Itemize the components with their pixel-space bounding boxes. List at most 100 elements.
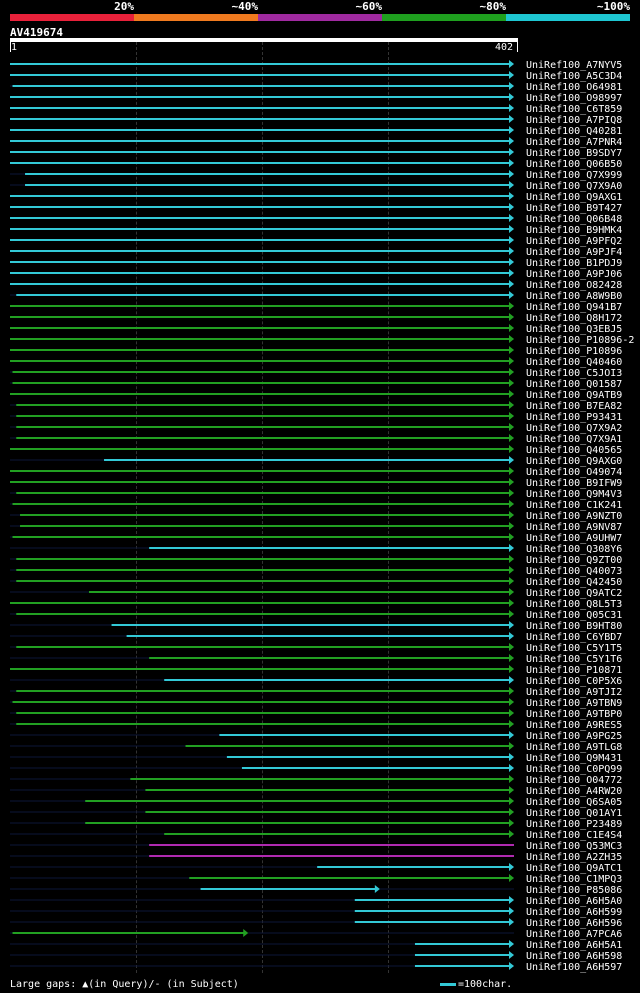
hit-label: UniRef100_Q3EBJ5 bbox=[526, 324, 622, 335]
hit-row[interactable]: UniRef100_Q06B48 bbox=[10, 214, 622, 225]
hit-row[interactable]: UniRef100_C0PQ99 bbox=[10, 764, 622, 775]
hit-row[interactable]: UniRef100_A9NZT0 bbox=[10, 511, 622, 522]
hit-row[interactable]: UniRef100_C6T859 bbox=[10, 104, 622, 115]
hit-row[interactable]: UniRef100_A6H5A0 bbox=[10, 896, 622, 907]
hit-row[interactable]: UniRef100_P85086 bbox=[10, 885, 622, 896]
hit-row[interactable]: UniRef100_C1MPQ3 bbox=[10, 874, 622, 885]
hit-row[interactable]: UniRef100_B1PDJ9 bbox=[10, 258, 622, 269]
hit-row[interactable]: UniRef100_C1K241 bbox=[10, 500, 622, 511]
hit-row[interactable]: UniRef100_B7EA82 bbox=[10, 401, 622, 412]
hit-row[interactable]: UniRef100_C0P5X6 bbox=[10, 676, 622, 687]
hit-row[interactable]: UniRef100_O49074 bbox=[10, 467, 622, 478]
hit-row[interactable]: UniRef100_Q01587 bbox=[10, 379, 622, 390]
hit-row[interactable]: UniRef100_A9RES5 bbox=[10, 720, 622, 731]
hit-row[interactable]: UniRef100_Q40565 bbox=[10, 445, 622, 456]
hit-row[interactable]: UniRef100_A9TBN9 bbox=[10, 698, 622, 709]
hit-row[interactable]: UniRef100_B9HMK4 bbox=[10, 225, 622, 236]
hit-row[interactable]: UniRef100_Q9M431 bbox=[10, 753, 622, 764]
hit-arrowhead bbox=[509, 115, 514, 123]
hit-label: UniRef100_A9TBP0 bbox=[526, 709, 622, 720]
hit-arrowhead bbox=[509, 940, 514, 948]
hit-row[interactable]: UniRef100_P10896-2 bbox=[10, 335, 634, 346]
hit-row[interactable]: UniRef100_B9SDY7 bbox=[10, 148, 622, 159]
hit-row[interactable]: UniRef100_Q7X9A1 bbox=[10, 434, 622, 445]
hit-row[interactable]: UniRef100_A7NYV5 bbox=[10, 60, 622, 71]
hit-row[interactable]: UniRef100_B9IFW9 bbox=[10, 478, 622, 489]
identity-band-40 bbox=[134, 14, 258, 21]
hit-row[interactable]: UniRef100_O82428 bbox=[10, 280, 622, 291]
hit-row[interactable]: UniRef100_Q9AXG1 bbox=[10, 192, 622, 203]
hit-row[interactable]: UniRef100_Q53MC3 bbox=[10, 841, 622, 852]
hit-row[interactable]: UniRef100_Q9AXG0 bbox=[10, 456, 622, 467]
hit-row[interactable]: UniRef100_A9PG25 bbox=[10, 731, 622, 742]
hit-row[interactable]: UniRef100_C5JOI3 bbox=[10, 368, 622, 379]
hit-row[interactable]: UniRef100_O64981 bbox=[10, 82, 622, 93]
hit-row[interactable]: UniRef100_Q7X9A2 bbox=[10, 423, 622, 434]
hit-row[interactable]: UniRef100_A9NV87 bbox=[10, 522, 622, 533]
hit-row[interactable]: UniRef100_A6H597 bbox=[10, 962, 622, 973]
hit-row[interactable]: UniRef100_A6H596 bbox=[10, 918, 622, 929]
hit-label: UniRef100_Q8H172 bbox=[526, 313, 622, 324]
hit-arrowhead bbox=[509, 126, 514, 134]
hit-row[interactable]: UniRef100_A7PCA6 bbox=[10, 929, 622, 940]
hit-row[interactable]: UniRef100_A4RW20 bbox=[10, 786, 622, 797]
hit-row[interactable]: UniRef100_A2ZH35 bbox=[10, 852, 622, 863]
hit-row[interactable]: UniRef100_Q941B7 bbox=[10, 302, 622, 313]
hit-label: UniRef100_A9RES5 bbox=[526, 720, 622, 731]
hit-row[interactable]: UniRef100_Q01AY1 bbox=[10, 808, 622, 819]
hit-arrowhead bbox=[509, 588, 514, 596]
hit-row[interactable]: UniRef100_P93431 bbox=[10, 412, 622, 423]
hit-arrowhead bbox=[509, 764, 514, 772]
hit-row[interactable]: UniRef100_B9HT80 bbox=[10, 621, 622, 632]
hit-row[interactable]: UniRef100_A9PFQ2 bbox=[10, 236, 622, 247]
hit-row[interactable]: UniRef100_Q9ATC2 bbox=[10, 588, 622, 599]
hit-row[interactable]: UniRef100_Q9ATB9 bbox=[10, 390, 622, 401]
hit-row[interactable]: UniRef100_A7PIQ8 bbox=[10, 115, 622, 126]
hit-row[interactable]: UniRef100_C5Y1T6 bbox=[10, 654, 622, 665]
hit-row[interactable]: UniRef100_A6H598 bbox=[10, 951, 622, 962]
hit-row[interactable]: UniRef100_C5Y1T5 bbox=[10, 643, 622, 654]
hit-row[interactable]: UniRef100_Q7X9A0 bbox=[10, 181, 622, 192]
hit-row[interactable]: UniRef100_Q7X999 bbox=[10, 170, 622, 181]
hit-row[interactable]: UniRef100_C6YBD7 bbox=[10, 632, 622, 643]
hit-arrowhead bbox=[509, 368, 514, 376]
hit-row[interactable]: UniRef100_A6H599 bbox=[10, 907, 622, 918]
hit-row[interactable]: UniRef100_A9TBP0 bbox=[10, 709, 622, 720]
hit-row[interactable]: UniRef100_Q6SA05 bbox=[10, 797, 622, 808]
hit-row[interactable]: UniRef100_Q8H172 bbox=[10, 313, 622, 324]
hit-row[interactable]: UniRef100_Q40281 bbox=[10, 126, 622, 137]
hit-label: UniRef100_Q42450 bbox=[526, 577, 622, 588]
hit-row[interactable]: UniRef100_A6H5A1 bbox=[10, 940, 622, 951]
hit-arrowhead bbox=[509, 280, 514, 288]
hit-row[interactable]: UniRef100_B9T427 bbox=[10, 203, 622, 214]
query-end: 402 bbox=[495, 42, 514, 53]
hit-row[interactable]: UniRef100_Q05C31 bbox=[10, 610, 622, 621]
hit-row[interactable]: UniRef100_Q40073 bbox=[10, 566, 622, 577]
hit-row[interactable]: UniRef100_P10896 bbox=[10, 346, 622, 357]
hit-row[interactable]: UniRef100_Q8L5T3 bbox=[10, 599, 622, 610]
hit-row[interactable]: UniRef100_Q3EBJ5 bbox=[10, 324, 622, 335]
hit-row[interactable]: UniRef100_A9PJF4 bbox=[10, 247, 622, 258]
hit-label: UniRef100_P93431 bbox=[526, 412, 622, 423]
hit-row[interactable]: UniRef100_A9TLG8 bbox=[10, 742, 622, 753]
hit-row[interactable]: UniRef100_C1E4S4 bbox=[10, 830, 622, 841]
hit-row[interactable]: UniRef100_Q9ZT00 bbox=[10, 555, 622, 566]
hit-row[interactable]: UniRef100_A5C3D4 bbox=[10, 71, 622, 82]
hit-row[interactable]: UniRef100_A7PNR4 bbox=[10, 137, 622, 148]
hit-row[interactable]: UniRef100_Q06B50 bbox=[10, 159, 622, 170]
hit-row[interactable]: UniRef100_P23489 bbox=[10, 819, 622, 830]
hit-row[interactable]: UniRef100_Q9M4V3 bbox=[10, 489, 622, 500]
hit-row[interactable]: UniRef100_Q308Y6 bbox=[10, 544, 622, 555]
hit-row[interactable]: UniRef100_O98997 bbox=[10, 93, 622, 104]
hit-row[interactable]: UniRef100_Q42450 bbox=[10, 577, 622, 588]
hit-row[interactable]: UniRef100_O04772 bbox=[10, 775, 622, 786]
hit-row[interactable]: UniRef100_Q40460 bbox=[10, 357, 622, 368]
hit-row[interactable]: UniRef100_A9TJI2 bbox=[10, 687, 622, 698]
hit-row[interactable]: UniRef100_A8W9B0 bbox=[10, 291, 622, 302]
hit-row[interactable]: UniRef100_Q9ATC1 bbox=[10, 863, 622, 874]
hit-arrowhead bbox=[509, 324, 514, 332]
hit-row[interactable]: UniRef100_P10871 bbox=[10, 665, 622, 676]
hit-row[interactable]: UniRef100_A9UHW7 bbox=[10, 533, 622, 544]
hit-row[interactable]: UniRef100_A9PJ06 bbox=[10, 269, 622, 280]
